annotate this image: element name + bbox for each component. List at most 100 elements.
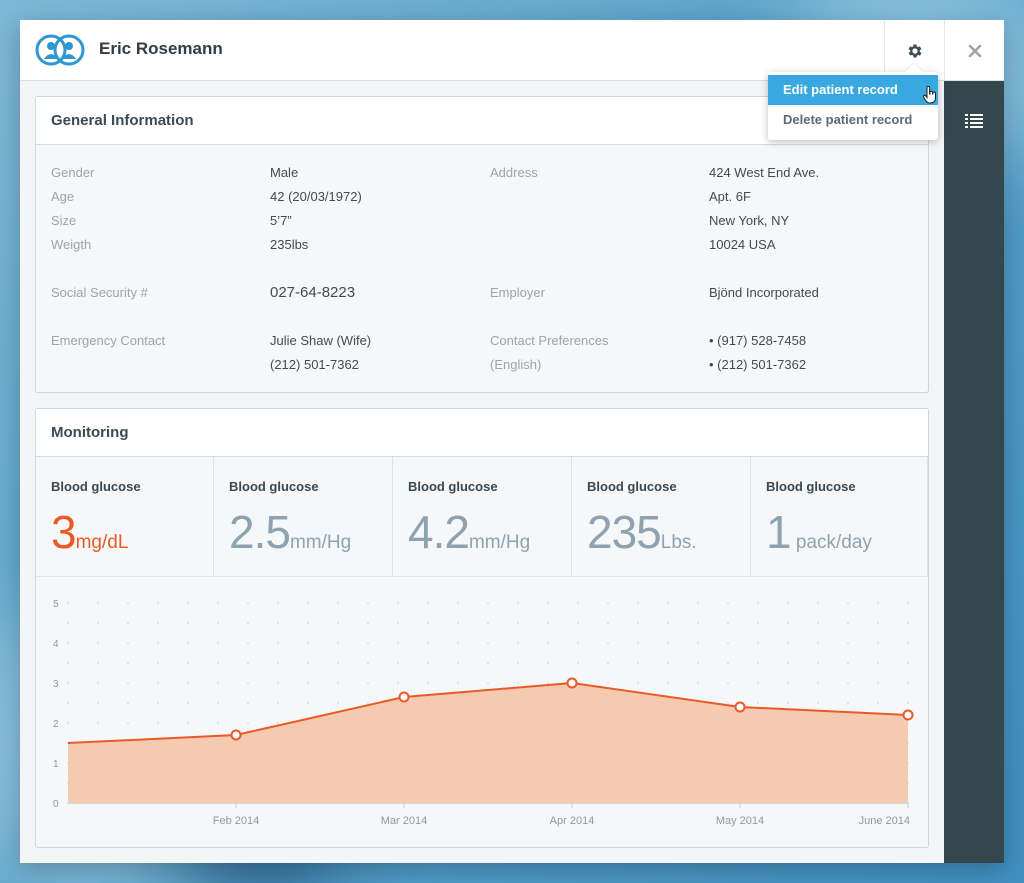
metric-unit: mg/dL: [75, 532, 129, 553]
grid-dot: [187, 642, 189, 644]
size-value: 5’7”: [270, 213, 292, 228]
grid-dot: [517, 682, 519, 684]
metric-card[interactable]: Blood glucose 1 pack/day: [751, 457, 928, 576]
grid-dot: [637, 682, 639, 684]
grid-dot: [337, 682, 339, 684]
hand-cursor-icon: [923, 86, 936, 104]
grid-dot: [427, 682, 429, 684]
y-tick-label: 5: [53, 599, 59, 610]
grid-dot: [457, 662, 459, 664]
x-tick-label: Feb 2014: [213, 815, 259, 827]
grid-dot: [547, 622, 549, 624]
grid-dot: [787, 682, 789, 684]
grid-dot: [787, 702, 789, 704]
data-point: [230, 729, 242, 741]
grid-dot: [337, 602, 339, 604]
grid-dot: [157, 702, 159, 704]
grid-dot: [577, 602, 579, 604]
address-line: 10024 USA: [709, 237, 776, 252]
grid-dot: [487, 682, 489, 684]
grid-dot: [97, 642, 99, 644]
grid-dot: [307, 602, 309, 604]
weight-label: Weigth: [51, 237, 92, 252]
grid-dot: [127, 682, 129, 684]
address-line: New York, NY: [709, 213, 790, 228]
grid-dot: [787, 662, 789, 664]
grid-dot: [667, 662, 669, 664]
grid-dot: [847, 622, 849, 624]
weight-value: 235lbs: [270, 237, 309, 252]
size-label: Size: [51, 213, 77, 228]
grid-dot: [427, 602, 429, 604]
grid-dot: [607, 682, 609, 684]
grid-dot: [847, 642, 849, 644]
metric-value: 4.2mm/Hg: [408, 505, 530, 559]
metric-number: 4.2: [408, 506, 470, 558]
grid-dot: [67, 682, 69, 684]
metric-label: Blood glucose: [229, 479, 319, 494]
grid-dot: [517, 642, 519, 644]
metric-value: 2.5mm/Hg: [229, 505, 351, 559]
grid-dot: [877, 702, 879, 704]
x-tick-label: June 2014: [859, 815, 910, 827]
grid-dot: [877, 642, 879, 644]
delete-patient-record-item[interactable]: Delete patient record: [783, 112, 913, 127]
title-bar: Eric Rosemann: [20, 20, 1004, 81]
grid-dot: [487, 662, 489, 664]
grid-dot: [457, 622, 459, 624]
emergency-contact-name: Julie Shaw (Wife): [270, 333, 372, 348]
grid-dot: [307, 682, 309, 684]
metric-label: Blood glucose: [766, 479, 856, 494]
emergency-contact-label: Emergency Contact: [51, 333, 166, 348]
blood-glucose-chart: 0 1 2 3 4 5 Feb 2014 Mar 2014 Apr 2014 May 2014 Ju…: [53, 599, 914, 827]
grid-dot: [487, 622, 489, 624]
data-point: [398, 691, 410, 703]
grid-dot: [307, 662, 309, 664]
y-tick-label: 0: [53, 799, 59, 810]
grid-dot: [577, 642, 579, 644]
grid-dot: [97, 662, 99, 664]
grid-dot: [127, 622, 129, 624]
x-tick-label: Apr 2014: [550, 815, 595, 827]
grid-dot: [337, 642, 339, 644]
edit-patient-record-item[interactable]: Edit patient record: [768, 75, 938, 105]
grid-dot: [517, 622, 519, 624]
emergency-contact-phone: (212) 501-7362: [270, 357, 359, 372]
grid-dot: [727, 642, 729, 644]
metric-card[interactable]: Blood glucose 3mg/dL: [36, 457, 214, 576]
grid-dot: [397, 622, 399, 624]
grid-dot: [367, 622, 369, 624]
close-button[interactable]: [944, 20, 1004, 81]
grid-dot: [697, 622, 699, 624]
monitoring-title: Monitoring: [36, 409, 928, 457]
patients-logo-icon: [35, 34, 85, 66]
grid-dot: [217, 662, 219, 664]
grid-dot: [607, 602, 609, 604]
metric-unit: pack/day: [790, 532, 872, 553]
grid-dot: [67, 622, 69, 624]
grid-dot: [517, 602, 519, 604]
grid-dot: [277, 722, 279, 724]
grid-dot: [97, 702, 99, 704]
gender-label: Gender: [51, 165, 95, 180]
grid-dot: [637, 602, 639, 604]
grid-dot: [907, 642, 909, 644]
grid-dot: [757, 602, 759, 604]
metric-label: Blood glucose: [587, 479, 677, 494]
series-area: [68, 683, 908, 803]
grid-dot: [127, 642, 129, 644]
contact-preferences-label: Contact Preferences: [490, 333, 609, 348]
metric-card[interactable]: Blood glucose 2.5mm/Hg: [214, 457, 393, 576]
metric-card[interactable]: Blood glucose 4.2mm/Hg: [393, 457, 572, 576]
gender-value: Male: [270, 165, 299, 180]
metric-card[interactable]: Blood glucose 235Lbs.: [572, 457, 751, 576]
list-icon[interactable]: [965, 113, 983, 129]
grid-dot: [247, 602, 249, 604]
address-line: 424 West End Ave.: [709, 165, 820, 180]
settings-button[interactable]: [884, 20, 944, 81]
grid-dot: [217, 682, 219, 684]
grid-dot: [487, 642, 489, 644]
grid-dot: [757, 662, 759, 664]
grid-dot: [277, 682, 279, 684]
grid-dot: [847, 702, 849, 704]
